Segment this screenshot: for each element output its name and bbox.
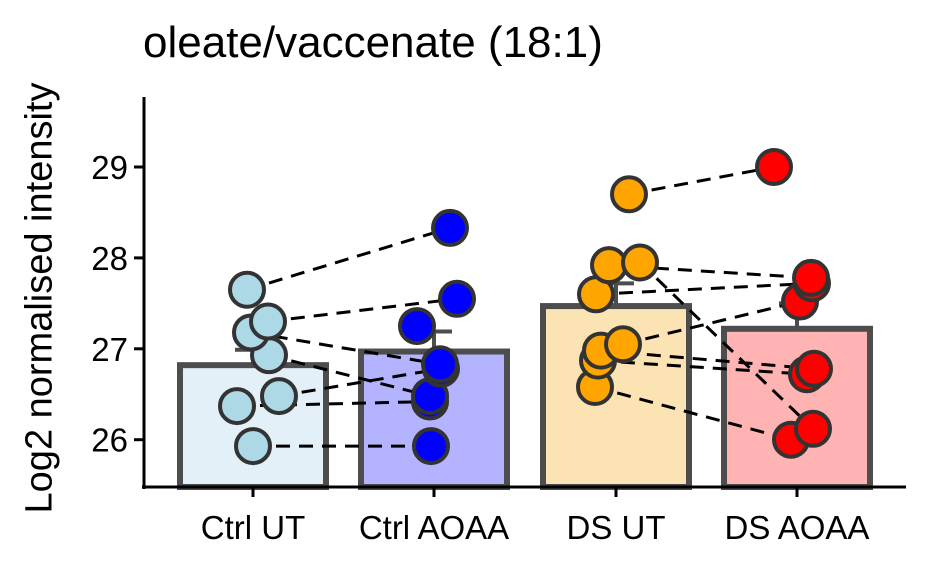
data-point <box>795 349 833 388</box>
data-point <box>755 148 793 186</box>
data-point <box>421 345 459 384</box>
pair-line <box>597 359 808 376</box>
pair-line <box>628 165 775 196</box>
data-point <box>610 175 648 214</box>
data-point <box>412 427 450 466</box>
bar-ds-aoaa <box>721 325 873 490</box>
chart-title: oleate/vaccenate (18:1) <box>143 18 603 67</box>
pair-line <box>594 385 792 442</box>
x-tick-label: Ctrl UT <box>201 509 305 546</box>
data-point <box>621 243 659 282</box>
pair-line <box>268 353 431 398</box>
data-point <box>218 387 256 426</box>
pair-line <box>622 300 801 346</box>
y-tick-label: 26 <box>91 422 128 459</box>
pair-line <box>250 330 441 366</box>
data-point <box>792 258 830 297</box>
pair-line <box>595 281 813 296</box>
data-point <box>260 377 298 416</box>
y-tick-label: 27 <box>91 331 128 368</box>
pair-line <box>638 261 815 430</box>
data-point <box>604 325 642 364</box>
y-tick-label: 29 <box>91 149 128 186</box>
pair-line <box>278 367 442 398</box>
x-tick-label: DS AOAA <box>725 509 870 546</box>
pair-line <box>267 297 458 324</box>
data-point <box>398 307 436 346</box>
data-point <box>794 409 832 448</box>
data-point <box>431 208 469 247</box>
bar-ctrl-ut <box>177 362 329 490</box>
data-point <box>228 270 266 309</box>
data-point <box>249 302 287 341</box>
data-point <box>234 427 272 466</box>
y-tick-label: 28 <box>91 240 128 277</box>
x-tick-label: DS UT <box>567 509 666 546</box>
data-point <box>590 246 628 285</box>
x-tick-label: Ctrl AOAA <box>359 509 509 546</box>
data-point <box>438 279 476 318</box>
pair-line <box>246 226 451 292</box>
